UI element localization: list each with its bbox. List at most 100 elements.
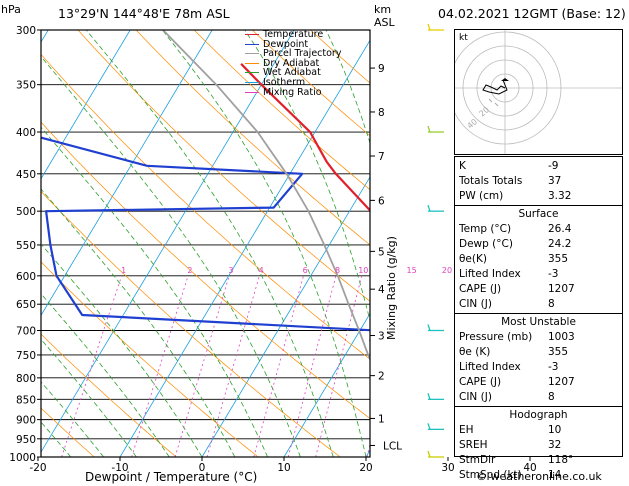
series-dewpoint: [41, 136, 370, 342]
row-value: 355: [548, 346, 569, 358]
datetime-title: 04.02.2021 12GMT (Base: 12): [438, 6, 626, 21]
row-value: -3: [548, 268, 559, 280]
temp-tick--20: -20: [29, 462, 46, 474]
km-tick-3: 3: [378, 331, 385, 343]
row-label: PW (cm): [459, 190, 504, 202]
mixing-ratio-label-8: 8: [335, 266, 340, 275]
mixing-ratio-label-20: 20: [442, 266, 452, 275]
wet-adiabat-0: [41, 243, 203, 457]
most-unstable-row: θe (K) 355: [455, 345, 622, 359]
mixing-ratio-line-3: [174, 275, 230, 457]
mixing-ratio-label-1: 1: [121, 266, 126, 275]
row-label: CAPE (J): [459, 283, 502, 295]
most-unstable-row: CIN (J) 8: [455, 390, 622, 404]
hodograph-trace: [482, 79, 508, 95]
mixing-ratio-line-10: [315, 275, 363, 457]
mixing-ratio-line-1: [61, 275, 123, 457]
legend-label: Dry Adiabat: [263, 57, 320, 69]
legend-item-temperature: Temperature: [245, 30, 360, 40]
legend-label: Wet Adiabat: [263, 67, 321, 79]
wet-adiabat--12: [41, 381, 104, 457]
legend-item-wet-adiabat: Wet Adiabat: [245, 68, 360, 78]
series-temperature: [240, 63, 370, 213]
pressure-tick-400: 400: [16, 127, 36, 139]
row-value: 1207: [548, 283, 575, 295]
wind-barb-feather-1000: [427, 450, 431, 458]
temp-tick-30: 30: [441, 462, 454, 474]
wet-adiabat-24: [244, 30, 370, 323]
km-tick-5: 5: [378, 246, 385, 258]
pressure-tick-850: 850: [16, 394, 36, 406]
surface-row: CAPE (J) 1207: [455, 282, 622, 296]
most-unstable-row: CAPE (J) 1207: [455, 375, 622, 389]
row-value: 10: [548, 424, 562, 436]
hodograph-row: EH 10: [455, 423, 622, 437]
pressure-tick-700: 700: [16, 326, 36, 338]
legend-item-mixing-ratio: Mixing Ratio: [245, 87, 360, 98]
hodograph-row: StmSpd (kt) 14: [455, 468, 622, 482]
hodograph-row: SREH 32: [455, 438, 622, 452]
asl-axis-label: ASL: [374, 16, 395, 29]
legend-swatch: [245, 81, 259, 83]
index-row: K -9: [455, 159, 622, 173]
hodograph-arrow-1: [488, 98, 493, 103]
legend-label: Dewpoint: [263, 38, 309, 50]
isotherm--30: [41, 30, 213, 317]
pressure-tick-900: 900: [16, 415, 36, 427]
most-unstable-row: Lifted Index -3: [455, 360, 622, 374]
row-value: 8: [548, 391, 555, 403]
row-label: SREH: [459, 439, 488, 451]
row-value: 355: [548, 253, 569, 265]
hodograph-ring-label-20: 20: [478, 105, 492, 118]
row-label: Lifted Index: [459, 361, 521, 373]
row-label: Dewp (°C): [459, 238, 513, 250]
wind-barb-feather-700: [427, 324, 431, 331]
dry-adiabat-250: [0, 30, 12, 457]
row-value: 8: [548, 298, 555, 310]
plot-frame: [40, 29, 371, 458]
dry-adiabat-310: [41, 53, 370, 360]
dry-adiabat-260: [41, 407, 95, 457]
temp-tick-10: 10: [277, 462, 290, 474]
isotherm-0: [201, 176, 370, 457]
hodograph-storm-marker: [501, 78, 509, 81]
wet-adiabat-12: [41, 55, 301, 457]
row-label: CIN (J): [459, 391, 492, 403]
wet-adiabat-16: [85, 30, 334, 457]
row-label: θe(K): [459, 253, 487, 265]
row-label: Temp (°C): [459, 223, 512, 235]
row-value: -9: [548, 160, 559, 172]
copyright-footer: © weatheronline.co.uk: [476, 470, 602, 483]
dry-adiabat-330: [135, 30, 370, 246]
pressure-tick-500: 500: [16, 206, 36, 218]
legend-swatch: [245, 34, 259, 35]
index-row: Totals Totals 37: [455, 174, 622, 188]
legend-label: Parcel Trajectory: [263, 48, 342, 60]
km-tick-9: 9: [378, 63, 385, 75]
dry-adiabat-320: [77, 30, 370, 302]
wind-barb-feather-850: [427, 393, 431, 400]
row-value: 24.2: [548, 238, 572, 250]
most-unstable-separator: [455, 313, 622, 314]
row-value: 3.32: [548, 190, 572, 202]
surface-row: θe(K) 355: [455, 252, 622, 266]
dry-adiabat-280: [41, 261, 259, 457]
legend-swatch: [245, 43, 259, 45]
surface-row: Temp (°C) 26.4: [455, 222, 622, 236]
row-label: StmDir: [459, 454, 496, 466]
km-tick-8: 8: [378, 107, 385, 119]
hpa-axis-label: hPa: [1, 3, 21, 16]
km-tick-2: 2: [378, 371, 385, 383]
row-value: 37: [548, 175, 562, 187]
hodograph-arrow-2: [494, 102, 499, 107]
mixing-ratio-label-2: 2: [187, 266, 192, 275]
most-unstable-title: Most Unstable: [501, 316, 576, 328]
surface-row: Lifted Index -3: [455, 267, 622, 281]
pressure-tick-350: 350: [16, 80, 36, 92]
wind-barb-feather-925: [427, 423, 431, 430]
row-value: 1207: [548, 376, 575, 388]
hodograph-plot: kt 40 20: [448, 30, 622, 154]
mixing-ratio-label-15: 15: [406, 266, 416, 275]
legend-swatch: [245, 53, 259, 55]
pressure-tick-450: 450: [16, 169, 36, 181]
